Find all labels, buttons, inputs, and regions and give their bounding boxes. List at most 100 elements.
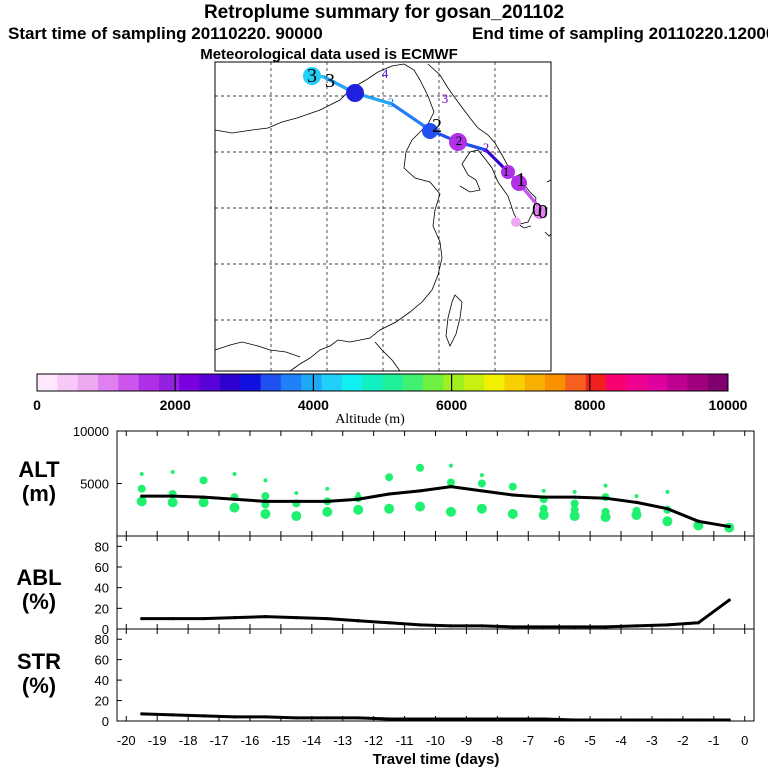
x-tick-label: -9 [461,733,473,748]
x-tick-label: -17 [210,733,229,748]
str-layer-point [634,718,639,722]
alt-spread-point [479,473,484,478]
str-layer-y-tick-label: 80 [95,632,109,647]
alt-spread-point [322,506,333,517]
trajectory-segment [391,102,431,132]
str-layer-point [573,718,577,722]
start-time-label: Start time of sampling 20110220. 90000 [8,24,323,43]
x-tick-label: -3 [646,733,658,748]
str-layer-point [480,717,484,721]
alt-spread-point [325,486,330,491]
alt-mean-point [325,499,329,503]
alt-spread-point [508,482,517,491]
abl-layer-point [727,598,731,602]
trajectory-marker [533,205,547,219]
colorbar-cell [97,374,119,391]
alt-spread-point [139,472,144,477]
colorbar-cell [585,374,607,391]
alt-spread-point [538,510,549,520]
abl-layer-y-tick-label: 60 [95,560,109,575]
colorbar-cell [260,374,282,391]
str-layer-point [511,717,515,721]
str-panel-frame [116,628,755,722]
alt-mean-point [511,493,515,497]
abl-layer-y-tick-label: 80 [95,539,109,554]
alt-spread-point [136,496,147,507]
alt-spread-point [603,483,608,488]
abl-layer-point [511,625,515,629]
str-layer-y-tick-label: 0 [102,714,109,729]
trajectory-day-label: 2 [456,133,463,148]
abl-layer-point [356,619,360,623]
colorbar-tick-label: 0 [33,397,41,413]
abl-layer-point [449,624,453,628]
colorbar-cell [179,374,201,391]
alt-mean-point [294,499,298,503]
str-layer-point [696,718,700,722]
str-label-name: STR [17,649,61,674]
colorbar-cell [362,374,383,391]
plot-title: Retroplume summary for gosan_201102 [203,2,565,23]
alt-mean-point [634,500,639,504]
colorbar-cell [423,374,444,391]
alt-spread-point [634,494,639,499]
abl-layer-y-tick-label: 20 [95,601,109,616]
trajectory-day-label: 3 [388,95,395,110]
alt-spread-point [572,489,577,494]
alt-mean-point [665,507,670,511]
abl-label-name: ABL [16,565,62,590]
colorbar-cell [646,374,668,391]
alt-mean-point [387,492,391,496]
alt-spread-point [199,476,208,485]
alt-spread-point [260,508,271,519]
x-tick-label: -1 [708,733,720,748]
str-layer-point [727,718,731,722]
abl-layer-point [294,616,298,620]
str-layer-point [201,714,206,718]
abl-layer-point [263,615,268,619]
alt-mean-point [171,494,175,498]
colorbar-cell [687,374,709,391]
x-tick-label: -16 [241,733,260,748]
alt-spread-point [384,503,395,514]
colorbar-cell [626,374,648,391]
x-tick-label: -15 [271,733,290,748]
altitude-colorbar: 0 2000 4000 6000 8000 10000 Altitude (m) [33,373,748,427]
trajectory-marker [422,123,438,139]
abl-layer-point [634,624,639,628]
trajectory-marker [303,67,321,85]
x-tick-label: -13 [333,733,352,748]
str-label-unit: (%) [21,673,57,698]
alt-y-tick-label: 10000 [73,424,109,439]
colorbar-cell [667,374,688,391]
trajectory-marker [346,84,364,102]
str-layer-point [356,716,360,720]
str-layer-point [325,716,329,720]
alt-mean-point [140,494,144,498]
colorbar-frame [36,373,729,392]
alt-mean-point [696,519,700,523]
abl-layer-point [603,625,608,629]
colorbar-cell [484,374,505,391]
trajectory-day-label: 2 [432,115,442,137]
alt-spread-point [263,478,268,483]
colorbar-cell [382,374,404,391]
abl-layer-point [171,617,175,621]
alt-spread-point [446,478,455,487]
colorbar-cell [707,374,729,391]
alt-spread-point [600,512,611,523]
colorbar-cell [301,374,323,391]
abl-layer-point [387,621,391,625]
trajectory-day-label: 0 [532,199,542,221]
str-layer-point [263,715,268,719]
str-layer-y-tick-label: 20 [95,694,109,709]
str-layer-point [665,718,670,722]
alt-spread-point [385,473,394,482]
map-gridlines [215,62,551,371]
x-axis-label: Travel time (days) [373,751,500,768]
end-time-label: End time of sampling 20110220.120000 [472,24,768,43]
alt-spread-point [631,510,642,520]
